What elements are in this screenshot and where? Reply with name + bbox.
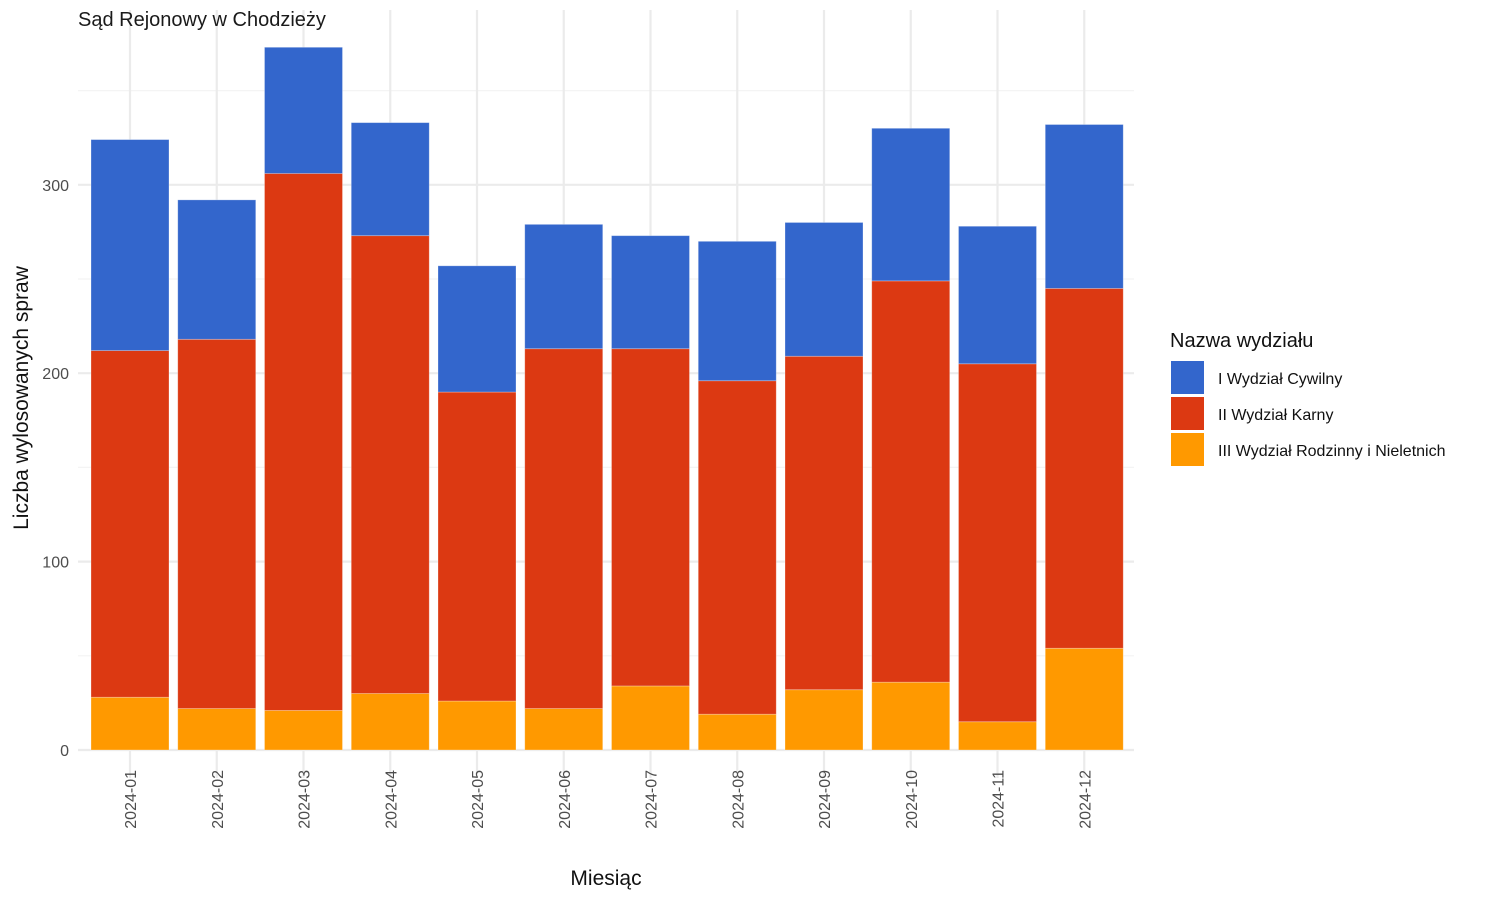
bar-ii-wydzial-karny-2024-11: [958, 363, 1037, 723]
x-tick-label: 2024-09: [817, 770, 834, 829]
bar-i-wydzial-cywilny-2024-04: [350, 122, 430, 237]
y-tick-label: 0: [60, 743, 69, 760]
bar-ii-wydzial-karny-2024-01: [90, 350, 170, 698]
bar-i-wydzial-cywilny-2024-09: [784, 222, 864, 357]
x-tick-label: 2024-11: [991, 770, 1008, 828]
bar-ii-wydzial-karny-2024-08: [697, 380, 777, 715]
bar-ii-wydzial-karny-2024-02: [177, 338, 257, 709]
legend-swatch-ii-wydzial-karny: [1171, 397, 1204, 430]
x-tick-label: 2024-08: [730, 770, 747, 829]
legend-swatch-iii-wydzial-rodzinny-i-nieletnich: [1171, 433, 1204, 466]
bar-iii-wydzial-rodzinny-i-nieletnich-2024-08: [697, 713, 777, 751]
bar-i-wydzial-cywilny-2024-10: [871, 127, 951, 282]
bar-iii-wydzial-rodzinny-i-nieletnich-2024-07: [611, 685, 690, 751]
bar-i-wydzial-cywilny-2024-11: [958, 225, 1037, 365]
bars: [90, 46, 1124, 751]
bar-iii-wydzial-rodzinny-i-nieletnich-2024-04: [350, 693, 430, 751]
bar-iii-wydzial-rodzinny-i-nieletnich-2024-02: [177, 708, 257, 751]
y-tick-label: 200: [42, 366, 69, 383]
bar-i-wydzial-cywilny-2024-05: [437, 265, 517, 393]
bar-iii-wydzial-rodzinny-i-nieletnich-2024-11: [958, 721, 1037, 751]
bar-ii-wydzial-karny-2024-12: [1044, 288, 1124, 649]
x-tick-label: 2024-07: [644, 770, 661, 829]
legend-label-i-wydzial-cywilny: I Wydział Cywilny: [1218, 371, 1342, 388]
legend-label-iii-wydzial-rodzinny-i-nieletnich: III Wydział Rodzinny i Nieletnich: [1218, 443, 1446, 460]
x-tick-label: 2024-10: [904, 770, 921, 829]
x-tick-label: 2024-04: [383, 770, 400, 829]
legend: Nazwa wydziału I Wydział Cywilny II Wydzi…: [1170, 330, 1446, 466]
chart-title: Sąd Rejonowy w Chodzieży: [78, 9, 326, 31]
y-tick-label: 100: [42, 555, 69, 572]
bar-iii-wydzial-rodzinny-i-nieletnich-2024-05: [437, 700, 517, 751]
bar-iii-wydzial-rodzinny-i-nieletnich-2024-01: [90, 696, 170, 751]
bar-ii-wydzial-karny-2024-07: [611, 348, 690, 687]
legend-label-ii-wydzial-karny: II Wydział Karny: [1218, 407, 1333, 424]
x-tick-label: 2024-01: [123, 770, 140, 829]
bar-iii-wydzial-rodzinny-i-nieletnich-2024-10: [871, 681, 951, 751]
x-tick-label: 2024-12: [1077, 770, 1094, 829]
bar-iii-wydzial-rodzinny-i-nieletnich-2024-09: [784, 689, 864, 751]
bar-iii-wydzial-rodzinny-i-nieletnich-2024-03: [264, 710, 343, 751]
bar-i-wydzial-cywilny-2024-06: [524, 223, 604, 350]
legend-title: Nazwa wydziału: [1170, 330, 1313, 352]
bar-i-wydzial-cywilny-2024-08: [697, 240, 777, 382]
bar-ii-wydzial-karny-2024-09: [784, 355, 864, 691]
x-tick-label: 2024-06: [557, 770, 574, 829]
x-axis-title: Miesiąc: [570, 867, 641, 890]
legend-swatch-i-wydzial-cywilny: [1171, 361, 1204, 394]
bar-iii-wydzial-rodzinny-i-nieletnich-2024-06: [524, 708, 604, 751]
legend-items: I Wydział Cywilny II Wydział Karny III Wyd…: [1171, 361, 1446, 466]
x-tick-label: 2024-05: [470, 770, 487, 829]
x-axis-ticks: 2024-01 2024-02 2024-03 2024-04 2024-05 2024-…: [123, 770, 1094, 829]
y-axis-title: Liczba wylosowanych spraw: [10, 265, 33, 530]
x-tick-label: 2024-02: [210, 770, 227, 829]
bar-i-wydzial-cywilny-2024-12: [1044, 124, 1124, 289]
bar-i-wydzial-cywilny-2024-07: [611, 235, 690, 350]
y-axis-ticks: 0 100 200 300: [42, 178, 69, 760]
bar-iii-wydzial-rodzinny-i-nieletnich-2024-12: [1044, 647, 1124, 751]
bar-ii-wydzial-karny-2024-06: [524, 348, 604, 709]
bar-ii-wydzial-karny-2024-03: [264, 173, 343, 711]
bar-ii-wydzial-karny-2024-04: [350, 235, 430, 694]
bar-i-wydzial-cywilny-2024-02: [177, 199, 257, 340]
bar-i-wydzial-cywilny-2024-01: [90, 139, 170, 351]
bar-ii-wydzial-karny-2024-05: [437, 391, 517, 702]
x-tick-label: 2024-03: [297, 770, 314, 829]
bar-ii-wydzial-karny-2024-10: [871, 280, 951, 683]
y-tick-label: 300: [42, 178, 69, 195]
bar-i-wydzial-cywilny-2024-03: [264, 46, 343, 174]
